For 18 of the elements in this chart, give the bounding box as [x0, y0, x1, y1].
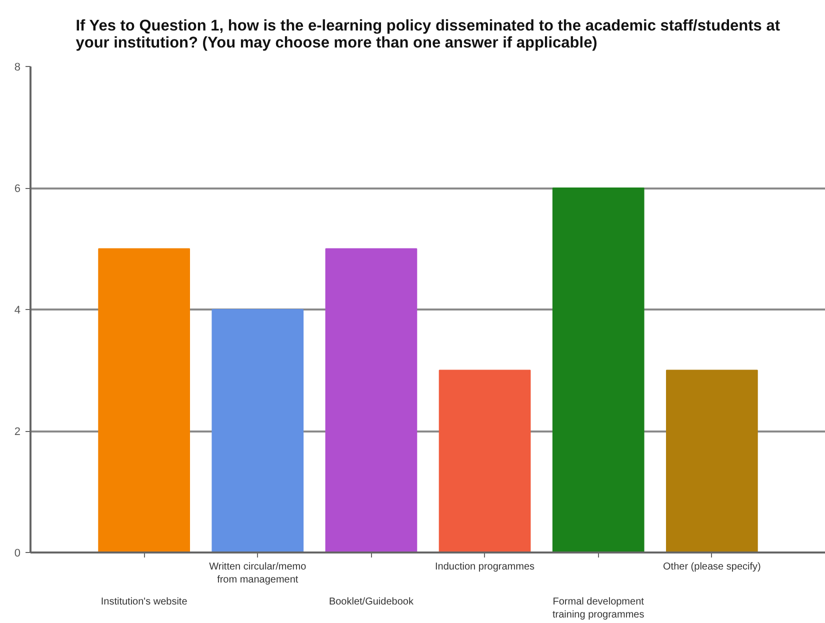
y-tick-label: 4 [14, 304, 21, 316]
y-tick-label: 6 [14, 183, 21, 195]
x-tick-label: Booklet/Guidebook [328, 596, 414, 608]
bar [325, 248, 418, 552]
x-tick-label: Formal development training programmes [552, 596, 644, 621]
x-tick-label: Induction programmes [435, 562, 535, 572]
bar [212, 309, 304, 552]
bar [666, 370, 758, 552]
y-tick-label: 2 [14, 426, 21, 438]
bar [552, 188, 644, 552]
x-tick-label: Other (please specify) [663, 562, 761, 572]
y-tick-label: 0 [14, 548, 21, 560]
bar [98, 248, 190, 552]
y-tick-label: 8 [14, 62, 21, 74]
x-tick-label: Written circular/memo from management [209, 562, 307, 586]
bar [438, 370, 531, 552]
chart-title: If Yes to Question 1, how is the e-learning policy disseminated to the academic staff/students at your institution? (You may choose more than one answer if applicable) [76, 18, 780, 52]
x-tick-label: Institution's website [100, 596, 188, 608]
